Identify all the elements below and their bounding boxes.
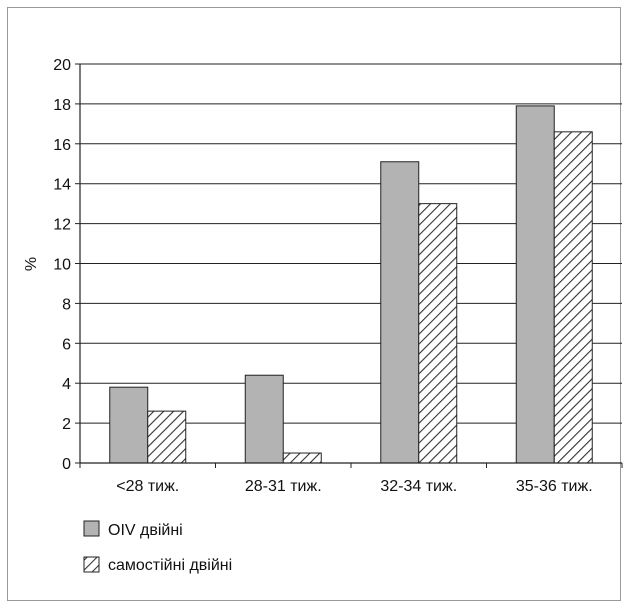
y-tick-label: 16 [53, 137, 71, 154]
legend: ОІV двійні самостійні двійні [83, 520, 232, 574]
x-category-label: 28-31 тиж. [245, 478, 322, 495]
bar-series-1-1 [109, 386, 149, 464]
x-category-label: 35-36 тиж. [516, 478, 593, 495]
bar-series-1-4 [515, 105, 555, 464]
legend-label-series-2: самостійні двійні [108, 557, 232, 574]
y-tick-label: 14 [53, 177, 71, 194]
legend-swatch-series-1 [83, 520, 100, 537]
bars [109, 105, 593, 464]
legend-swatch-series-2 [83, 556, 100, 573]
x-category-label: 32-34 тиж. [380, 478, 457, 495]
legend-label-series-1: ОІV двійні [108, 522, 183, 539]
y-axis-label: % [23, 257, 40, 271]
bar-series-2-2 [282, 452, 322, 464]
bar-series-1-3 [380, 161, 420, 464]
y-axis-ticks: 0 2 4 6 8 10 12 14 16 18 20 [53, 57, 80, 473]
y-tick-label: 10 [53, 257, 71, 274]
y-tick-label: 6 [62, 336, 71, 353]
y-tick-label: 18 [53, 97, 71, 114]
bar-series-2-1 [147, 410, 187, 464]
y-tick-label: 12 [53, 217, 71, 234]
bar-series-2-4 [553, 131, 593, 464]
x-category-label: <28 тиж. [116, 478, 179, 495]
y-tick-label: 20 [53, 57, 71, 74]
x-axis-ticks: <28 тиж. 28-31 тиж. 32-34 тиж. 35-36 тиж. [79, 463, 623, 495]
bar-series-1-2 [244, 374, 284, 464]
y-tick-label: 4 [62, 376, 71, 393]
bar-series-2-3 [418, 203, 458, 464]
y-tick-label: 0 [62, 456, 71, 473]
y-tick-label: 2 [62, 416, 71, 433]
y-tick-label: 8 [62, 296, 71, 313]
